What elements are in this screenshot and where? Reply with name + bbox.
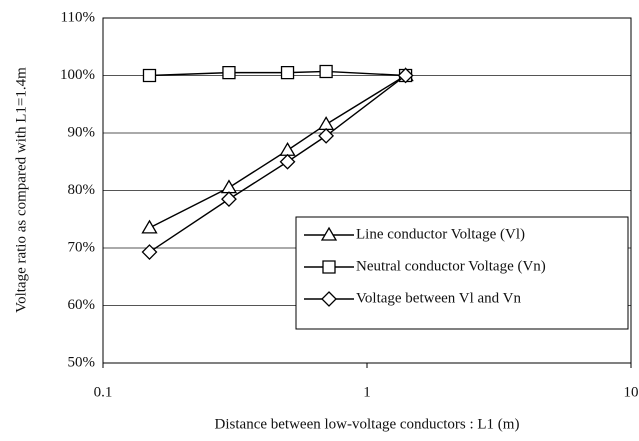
- y-tick-label: 70%: [68, 239, 96, 255]
- marker: [279, 153, 296, 170]
- x-tick-label: 0.1: [94, 384, 113, 400]
- y-tick-label: 60%: [68, 297, 96, 313]
- x-tick-label: 1: [363, 384, 371, 400]
- y-tick-label: 110%: [61, 9, 95, 25]
- series-line: [149, 74, 406, 229]
- marker: [141, 244, 158, 260]
- marker: [221, 191, 237, 208]
- y-axis-label: Voltage ratio as compared with L1=1.4m: [13, 67, 29, 313]
- x-tick-label: 10: [624, 384, 639, 400]
- marker: [318, 127, 335, 144]
- marker: [279, 141, 296, 156]
- marker: [222, 65, 236, 80]
- marker: [319, 64, 333, 79]
- series-line: [149, 70, 406, 77]
- legend-label: Neutral conductor Voltage (Vn): [356, 258, 546, 274]
- plot-frame: [102, 17, 632, 364]
- marker: [280, 65, 295, 80]
- y-tick-label: 90%: [68, 124, 96, 140]
- marker: [317, 116, 335, 131]
- legend-label: Voltage between Vl and Vn: [356, 290, 521, 306]
- marker: [142, 68, 157, 83]
- y-tick-label: 80%: [68, 182, 96, 198]
- legend-label: Line conductor Voltage (Vl): [356, 226, 525, 242]
- marker: [220, 179, 238, 194]
- x-axis-label: Distance between low-voltage conductors …: [215, 416, 520, 432]
- marker: [322, 260, 336, 274]
- marker: [141, 219, 158, 234]
- y-tick-label: 50%: [68, 354, 96, 370]
- marker: [321, 291, 337, 307]
- legend-box: [295, 216, 629, 330]
- marker: [397, 67, 414, 84]
- marker: [320, 226, 338, 241]
- y-tick-label: 100%: [60, 67, 95, 83]
